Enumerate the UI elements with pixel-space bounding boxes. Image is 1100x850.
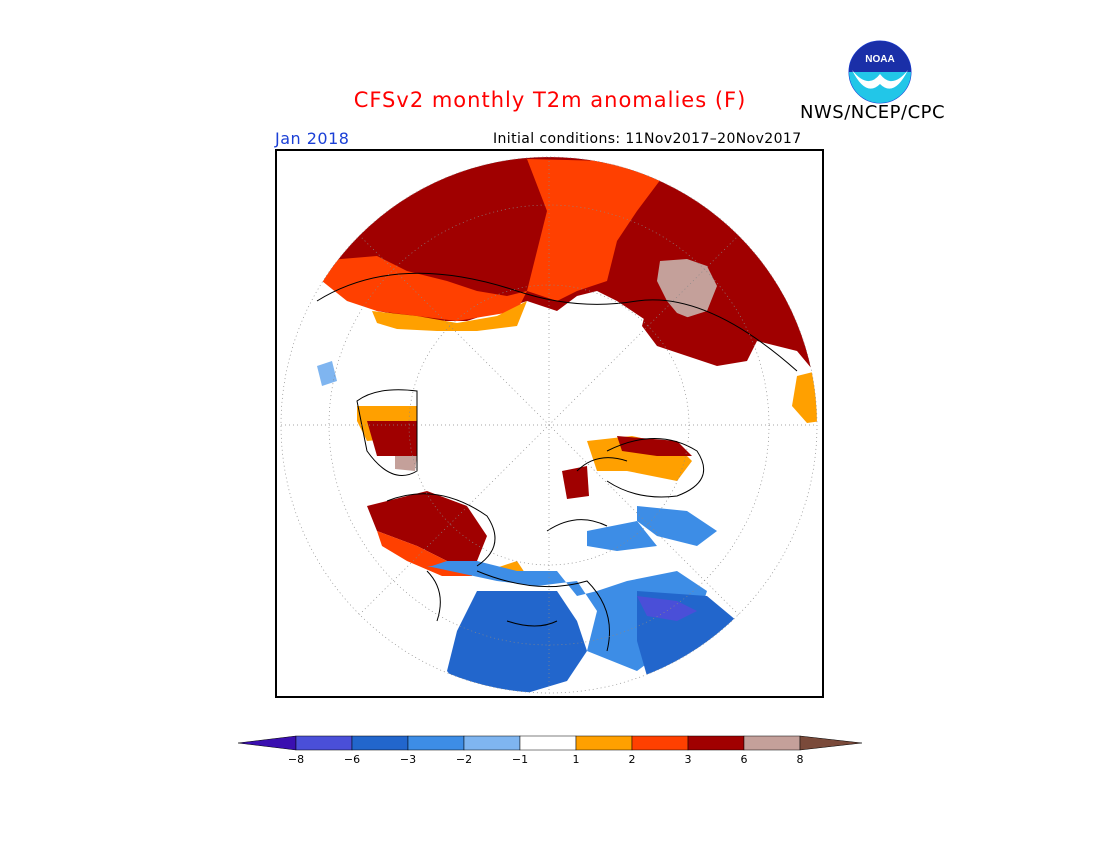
anomaly-warm-6-siberia bbox=[642, 306, 757, 366]
noaa-logo: NOAA bbox=[848, 40, 912, 104]
colorbar bbox=[237, 731, 863, 755]
anomaly-cold-3 bbox=[427, 561, 707, 671]
colorbar-tick-label: −3 bbox=[399, 753, 417, 766]
colorbar-tick-label: 3 bbox=[684, 753, 692, 766]
initial-conditions: Initial conditions: 11Nov2017–20Nov2017 bbox=[493, 131, 802, 147]
anomaly-warm-8-greenland bbox=[395, 456, 417, 471]
colorbar-swatch bbox=[295, 735, 353, 751]
anomaly-cold-6-north bbox=[447, 591, 587, 693]
colorbar-swatch bbox=[463, 735, 521, 751]
noaa-logo-text: NOAA bbox=[865, 54, 894, 65]
colorbar-tick-label: −8 bbox=[287, 753, 305, 766]
colorbar-swatch bbox=[351, 735, 409, 751]
map-frame bbox=[275, 149, 824, 698]
anomaly-warm-6-greenland bbox=[367, 421, 417, 456]
colorbar-swatch bbox=[519, 735, 577, 751]
anomaly-cold-2-northwest bbox=[587, 521, 657, 551]
colorbar-tick-label: 6 bbox=[740, 753, 748, 766]
colorbar-tick-label: −2 bbox=[455, 753, 473, 766]
colorbar-tick-label: 1 bbox=[572, 753, 580, 766]
map-title: CFSv2 monthly T2m anomalies (F) bbox=[353, 88, 747, 112]
colorbar-swatch bbox=[407, 735, 465, 751]
anomaly-cold-2-east bbox=[637, 506, 717, 546]
polar-map bbox=[280, 156, 818, 694]
colorbar-swatch bbox=[743, 735, 801, 751]
colorbar-arrow-left bbox=[237, 735, 297, 751]
colorbar-swatch bbox=[687, 735, 745, 751]
anomaly-warm-3-b bbox=[317, 256, 527, 321]
anomaly-warm-3 bbox=[527, 159, 667, 301]
colorbar-swatch bbox=[575, 735, 633, 751]
anomaly-cold-8 bbox=[637, 596, 697, 621]
anomaly-cold-1-atlantic bbox=[317, 361, 337, 386]
anomaly-warm-6-europe bbox=[367, 491, 487, 561]
forecast-month: Jan 2018 bbox=[275, 129, 350, 148]
colorbar-tick-label: −6 bbox=[343, 753, 361, 766]
agency-label: NWS/NCEP/CPC bbox=[800, 102, 946, 123]
colorbar-tick-label: 2 bbox=[628, 753, 636, 766]
colorbar-tick-label: 8 bbox=[796, 753, 804, 766]
anomaly-warm-6-hudson bbox=[562, 466, 589, 499]
colorbar-tick-label: −1 bbox=[511, 753, 529, 766]
anomaly-warm-2 bbox=[372, 301, 527, 331]
anomaly-warm-8 bbox=[657, 259, 717, 319]
colorbar-arrow-right bbox=[799, 735, 863, 751]
colorbar-swatch bbox=[631, 735, 689, 751]
